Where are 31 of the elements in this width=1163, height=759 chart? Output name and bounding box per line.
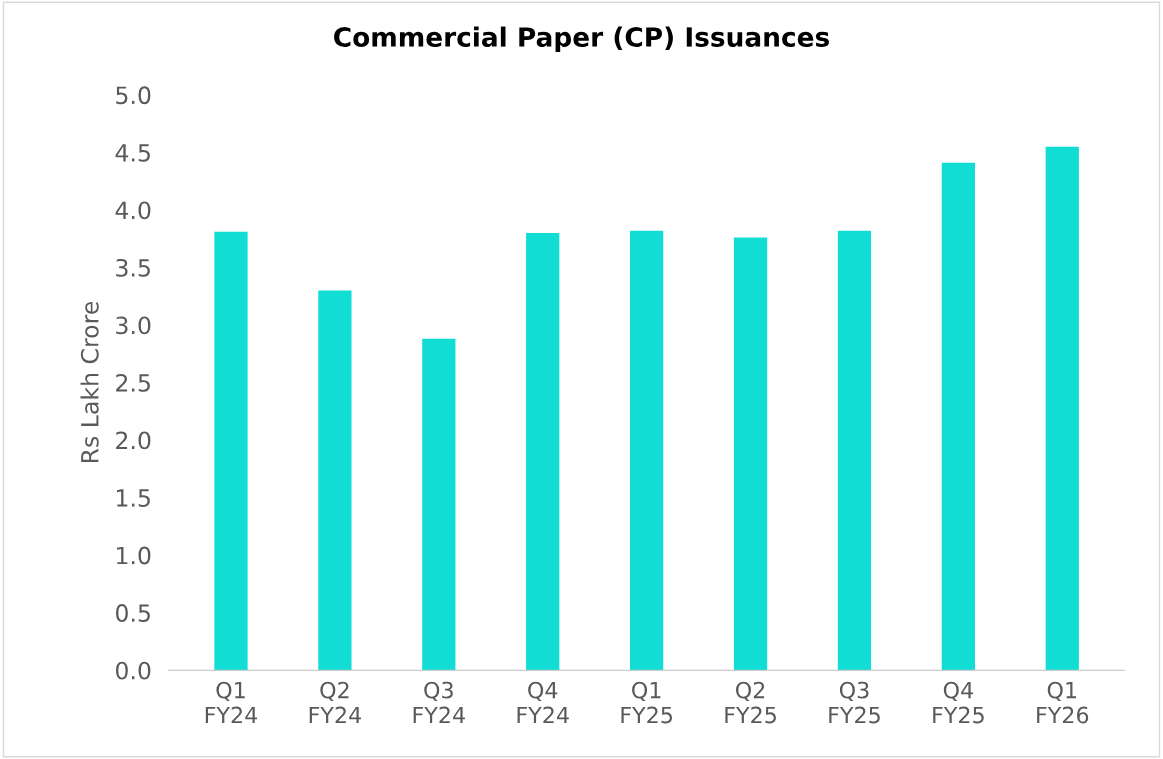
- y-tick-label: 0.5: [115, 604, 150, 622]
- y-tick-label: 5.0: [116, 86, 151, 105]
- bar: [214, 231, 248, 671]
- x-tick-label: Q3 FY25: [829, 681, 880, 724]
- bar: [630, 230, 664, 671]
- y-tick-label: 2.5: [116, 373, 150, 392]
- y-tick-label: 1.0: [117, 546, 151, 565]
- y-tick-label: 1.5: [117, 489, 150, 507]
- x-tick-label: Q1 FY26: [1037, 681, 1089, 724]
- bar: [318, 290, 352, 671]
- y-tick-label: 4.5: [115, 144, 150, 162]
- bar: [941, 162, 975, 671]
- y-tick-label: 3.5: [116, 258, 150, 277]
- y-tick-label: 0.0: [115, 661, 151, 680]
- y-tick-label: 2.0: [116, 431, 151, 450]
- y-axis-title: Rs Lakh Crore: [80, 301, 99, 463]
- bar: [1045, 146, 1079, 671]
- chart-title: Commercial Paper (CP) Issuances: [334, 26, 829, 53]
- x-tick-label: Q4 FY24: [517, 681, 569, 724]
- x-tick-label: Q2 FY25: [725, 681, 776, 724]
- x-tick-label: Q1 FY24: [205, 681, 258, 724]
- bar: [526, 232, 560, 671]
- bar: [422, 338, 456, 671]
- y-tick-label: 4.0: [115, 201, 151, 220]
- y-tick-label: 3.0: [116, 316, 151, 335]
- bar: [837, 230, 872, 671]
- bar: [733, 237, 768, 671]
- x-tick-label: Q2 FY24: [309, 681, 361, 724]
- x-tick-label: Q3 FY24: [413, 681, 465, 724]
- x-tick-label: Q4 FY25: [933, 681, 984, 724]
- x-tick-label: Q1 FY25: [621, 681, 672, 724]
